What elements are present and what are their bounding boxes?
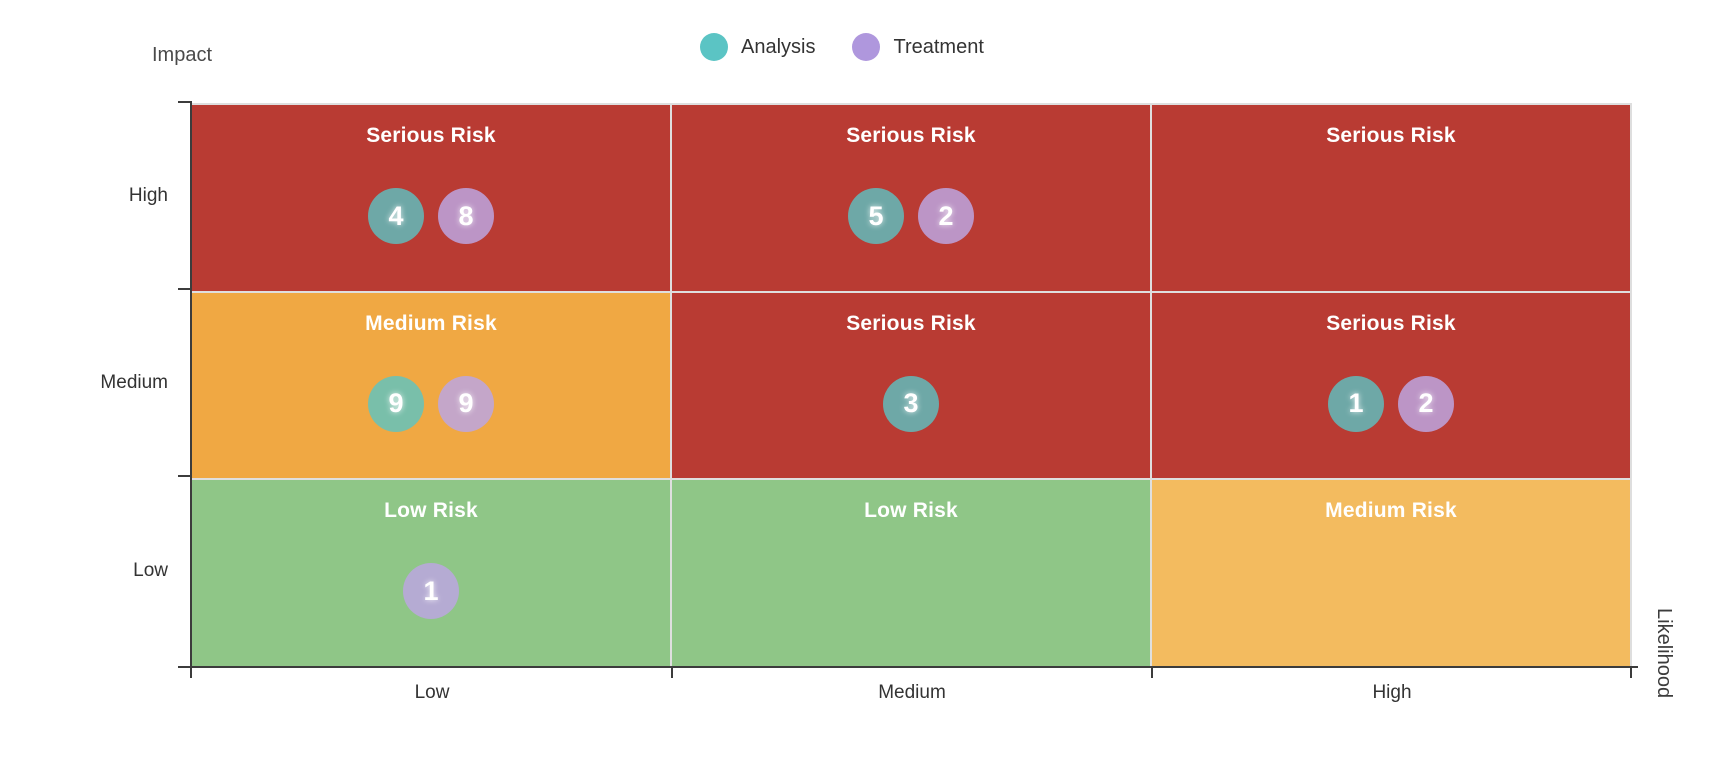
matrix-cell-low-medium[interactable]: Low Risk — [672, 480, 1150, 666]
matrix-cell-medium-high[interactable]: Serious Risk 1 2 — [1152, 292, 1630, 479]
cell-risk-label: Serious Risk — [846, 311, 976, 335]
legend-item-treatment[interactable]: Treatment — [852, 33, 984, 61]
treatment-legend-dot-icon — [852, 33, 881, 61]
analysis-count-badge[interactable]: 1 — [1328, 375, 1384, 432]
matrix-cell-low-high[interactable]: Medium Risk — [1152, 480, 1630, 666]
y-axis-tick — [178, 475, 191, 477]
matrix-cell-high-low[interactable]: Serious Risk 4 8 — [192, 105, 670, 291]
matrix-cell-high-medium[interactable]: Serious Risk 5 2 — [672, 105, 1150, 291]
risk-matrix-grid: Serious Risk 4 8 Serious Risk 5 2 Seriou… — [192, 103, 1632, 666]
treatment-count-badge[interactable]: 1 — [403, 563, 459, 620]
analysis-count-badge[interactable]: 9 — [368, 375, 424, 432]
y-axis-tick — [178, 101, 191, 103]
matrix-cell-medium-low[interactable]: Medium Risk 9 9 — [192, 292, 670, 479]
legend-label: Analysis — [741, 35, 816, 58]
x-axis-tick — [190, 666, 192, 678]
analysis-count-badge[interactable]: 3 — [883, 375, 939, 432]
x-axis-labels: Low Medium High — [192, 682, 1632, 704]
y-axis-tick — [178, 288, 191, 290]
y-axis-label-high: High — [128, 185, 168, 206]
x-axis-label-medium: Medium — [878, 682, 946, 703]
x-axis-tick — [671, 666, 673, 678]
cell-risk-label: Serious Risk — [1326, 311, 1456, 335]
treatment-count-badge[interactable]: 9 — [438, 375, 494, 432]
legend-item-analysis[interactable]: Analysis — [700, 33, 815, 61]
treatment-count-badge[interactable]: 2 — [1398, 375, 1454, 432]
matrix-cell-high-high[interactable]: Serious Risk — [1152, 105, 1630, 291]
cell-risk-label: Low Risk — [384, 499, 478, 523]
cell-risk-label: Medium Risk — [1325, 499, 1457, 523]
cell-risk-label: Serious Risk — [846, 124, 976, 147]
matrix-cell-low-low[interactable]: Low Risk 1 — [192, 480, 670, 666]
analysis-count-badge[interactable]: 4 — [368, 188, 424, 244]
y-axis-label-low: Low — [133, 560, 168, 581]
cell-risk-label: Medium Risk — [365, 311, 497, 335]
x-axis-title: Likelihood — [1653, 608, 1675, 699]
legend-label: Treatment — [893, 35, 984, 58]
cell-risk-label: Low Risk — [864, 499, 958, 523]
analysis-count-badge[interactable]: 5 — [848, 188, 904, 244]
y-axis-line — [190, 101, 192, 668]
y-axis-label-medium: Medium — [100, 372, 168, 393]
x-axis-tick — [1151, 666, 1153, 678]
x-axis-label-low: Low — [414, 682, 450, 703]
matrix-cell-medium-medium[interactable]: Serious Risk 3 — [672, 292, 1150, 479]
cell-risk-label: Serious Risk — [366, 124, 496, 147]
analysis-legend-dot-icon — [700, 33, 728, 61]
x-axis-line — [178, 666, 1638, 668]
x-axis-tick — [1630, 666, 1632, 678]
x-axis-label-high: High — [1372, 682, 1412, 703]
treatment-count-badge[interactable]: 8 — [438, 188, 494, 244]
legend: Analysis Treatment — [700, 33, 984, 61]
treatment-count-badge[interactable]: 2 — [918, 188, 974, 244]
y-axis-title: Impact — [152, 44, 213, 66]
cell-risk-label: Serious Risk — [1326, 124, 1456, 147]
